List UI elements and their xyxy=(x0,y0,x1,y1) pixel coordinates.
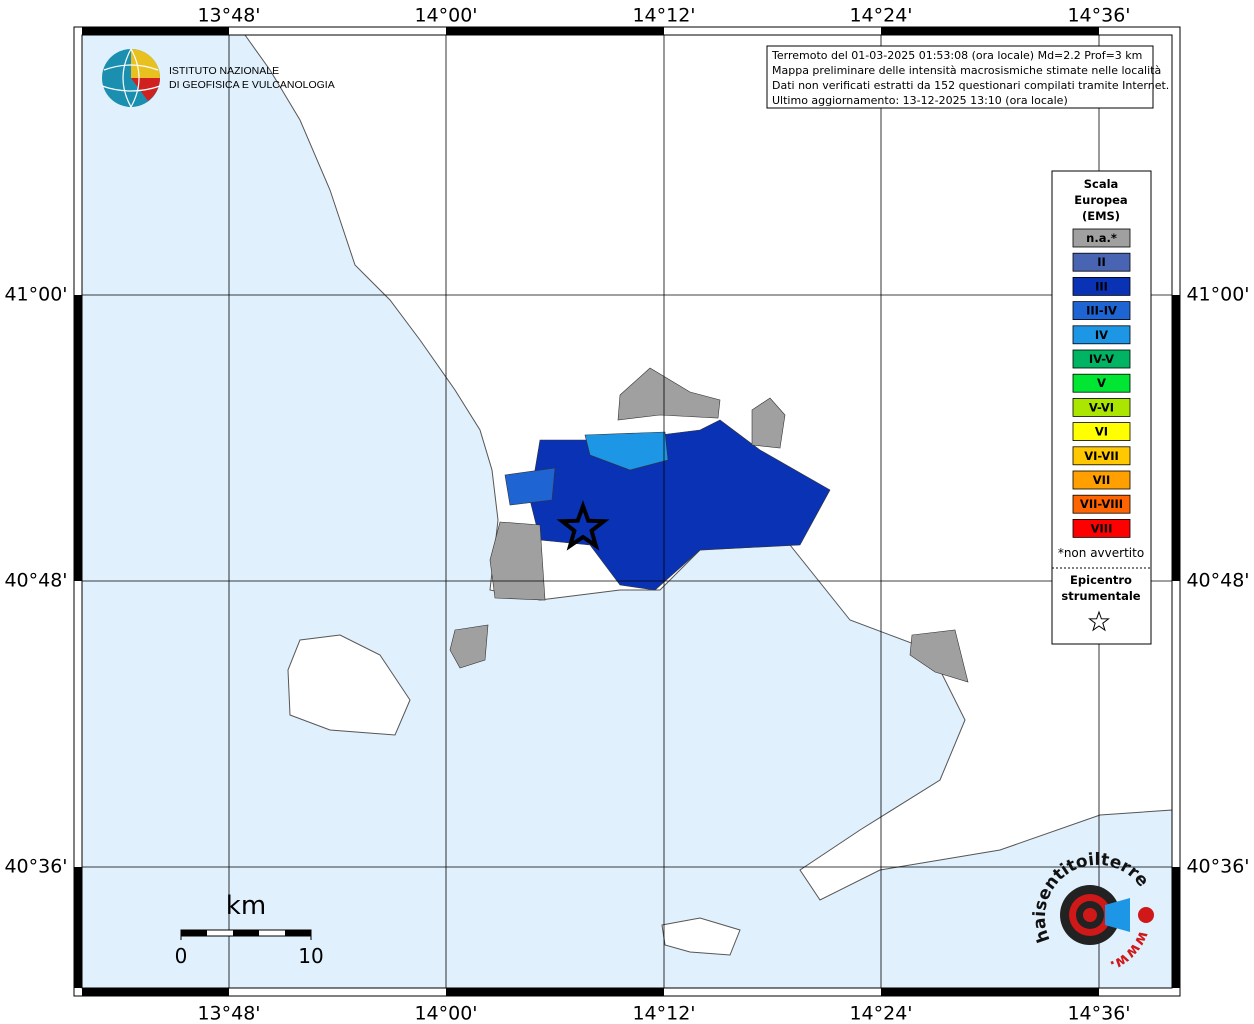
legend-note: *non avvertito xyxy=(1058,546,1144,560)
legend-label: V-VI xyxy=(1089,400,1114,414)
legend-swatch xyxy=(1072,301,1131,321)
legend-label: IV xyxy=(1095,328,1108,342)
legend-swatch xyxy=(1072,494,1131,514)
lon-label: 13°48' xyxy=(197,5,260,27)
scale-unit: km xyxy=(226,891,266,921)
legend-label: n.a.* xyxy=(1086,231,1117,245)
intensity-area xyxy=(449,624,489,669)
legend-label: II xyxy=(1097,255,1106,269)
info-line: Mappa preliminare delle intensità macros… xyxy=(772,64,1161,77)
lon-label: 14°24' xyxy=(849,5,912,27)
info-box xyxy=(766,45,1154,109)
lon-label: 14°12' xyxy=(632,1003,695,1024)
logo-text: ISTITUTO NAZIONALE xyxy=(169,65,279,77)
intensity-area xyxy=(909,629,969,683)
ischia-island xyxy=(287,634,411,736)
intensity-area xyxy=(617,367,721,421)
logo-text: DI GEOFISICA E VULCANOLOGIA xyxy=(169,79,335,91)
capri-island xyxy=(661,917,741,956)
legend-swatch xyxy=(1072,519,1131,538)
info-line: Terremoto del 01-03-2025 01:53:08 (ora l… xyxy=(771,49,1142,62)
lon-label: 14°36' xyxy=(1067,5,1130,27)
legend-swatch xyxy=(1072,325,1131,345)
legend-swatch xyxy=(1072,422,1131,442)
legend-label: III-IV xyxy=(1086,304,1117,318)
scale-label: 10 xyxy=(298,944,323,968)
legend-swatch xyxy=(1072,276,1131,296)
legend-swatch xyxy=(1072,349,1131,369)
legend-swatch xyxy=(1072,373,1131,393)
lon-label: 14°12' xyxy=(632,5,695,27)
intensity-area xyxy=(504,467,556,506)
intensity-area xyxy=(489,521,546,601)
lat-label: 41°00' xyxy=(4,284,67,306)
legend-title: Scala xyxy=(1084,177,1119,191)
lat-label: 40°48' xyxy=(4,570,67,592)
lon-label: 14°00' xyxy=(414,1003,477,1024)
legend-swatch xyxy=(1072,228,1131,248)
legend-label: VI-VII xyxy=(1084,449,1119,463)
legend-epicenter: strumentale xyxy=(1061,589,1140,603)
intensity-area xyxy=(584,431,669,471)
badge xyxy=(1060,885,1154,945)
legend-title: Europea xyxy=(1074,193,1127,207)
epicenter-symbol xyxy=(1088,610,1110,632)
intensity-area xyxy=(529,419,831,591)
lon-label: 14°36' xyxy=(1067,1003,1130,1024)
lat-label: 41°00' xyxy=(1186,284,1249,306)
legend-swatch xyxy=(1072,397,1131,417)
legend-epicenter: Epicentro xyxy=(1070,573,1132,587)
legend-label: VII xyxy=(1093,473,1110,487)
legend-label: V xyxy=(1097,376,1106,390)
scale-bar xyxy=(180,929,312,940)
lon-label: 14°00' xyxy=(414,5,477,27)
frame xyxy=(73,26,1181,997)
legend-swatch xyxy=(1072,470,1131,490)
legend-label: VIII xyxy=(1091,521,1113,535)
info-line: Ultimo aggiornamento: 13-12-2025 13:10 (… xyxy=(772,94,1068,107)
scale-label: 0 xyxy=(175,944,188,968)
legend-label: III xyxy=(1095,279,1108,293)
lat-label: 40°48' xyxy=(1186,570,1249,592)
legend-swatch xyxy=(1072,252,1131,272)
legend-label: VI xyxy=(1095,425,1108,439)
lat-label: 40°36' xyxy=(4,856,67,878)
epicenter xyxy=(556,500,610,551)
lat-label: 40°36' xyxy=(1186,856,1249,878)
legend-label: IV-V xyxy=(1089,352,1114,366)
legend-label: VII-VIII xyxy=(1080,497,1123,511)
lon-label: 14°24' xyxy=(849,1003,912,1024)
legend-swatch xyxy=(1072,446,1131,466)
legend-title: (EMS) xyxy=(1082,209,1120,223)
info-line: Dati non verificati estratti da 152 ques… xyxy=(772,79,1169,92)
ingv-logo: ISTITUTO NAZIONALE DI GEOFISICA E VULCAN… xyxy=(101,48,335,108)
intensity-area xyxy=(751,397,786,449)
lon-label: 13°48' xyxy=(197,1003,260,1024)
